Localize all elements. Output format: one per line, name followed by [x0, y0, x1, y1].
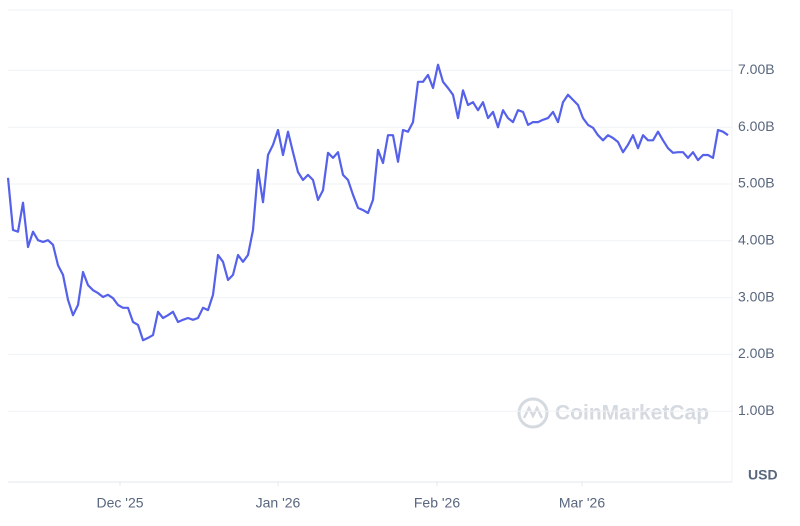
- watermark: CoinMarketCap: [517, 397, 709, 429]
- x-tick-label: Jan '26: [256, 495, 301, 511]
- currency-label: USD: [748, 467, 778, 483]
- y-tick-label: 7.00B: [738, 61, 775, 77]
- y-tick-label: 1.00B: [738, 402, 775, 418]
- watermark-logo: [517, 397, 549, 429]
- x-tick-label: Feb '26: [414, 495, 460, 511]
- x-tick-label: Dec '25: [96, 495, 143, 511]
- y-tick-label: 3.00B: [738, 288, 775, 304]
- y-tick-label: 4.00B: [738, 232, 775, 248]
- price-line: [6, 63, 729, 342]
- watermark-text: CoinMarketCap: [555, 402, 709, 425]
- watermark-logo-mark: [522, 405, 544, 419]
- x-tick-label: Mar '26: [559, 495, 605, 511]
- y-tick-label: 5.00B: [738, 175, 775, 191]
- y-tick-label: 6.00B: [738, 118, 775, 134]
- y-tick-label: 2.00B: [738, 345, 775, 361]
